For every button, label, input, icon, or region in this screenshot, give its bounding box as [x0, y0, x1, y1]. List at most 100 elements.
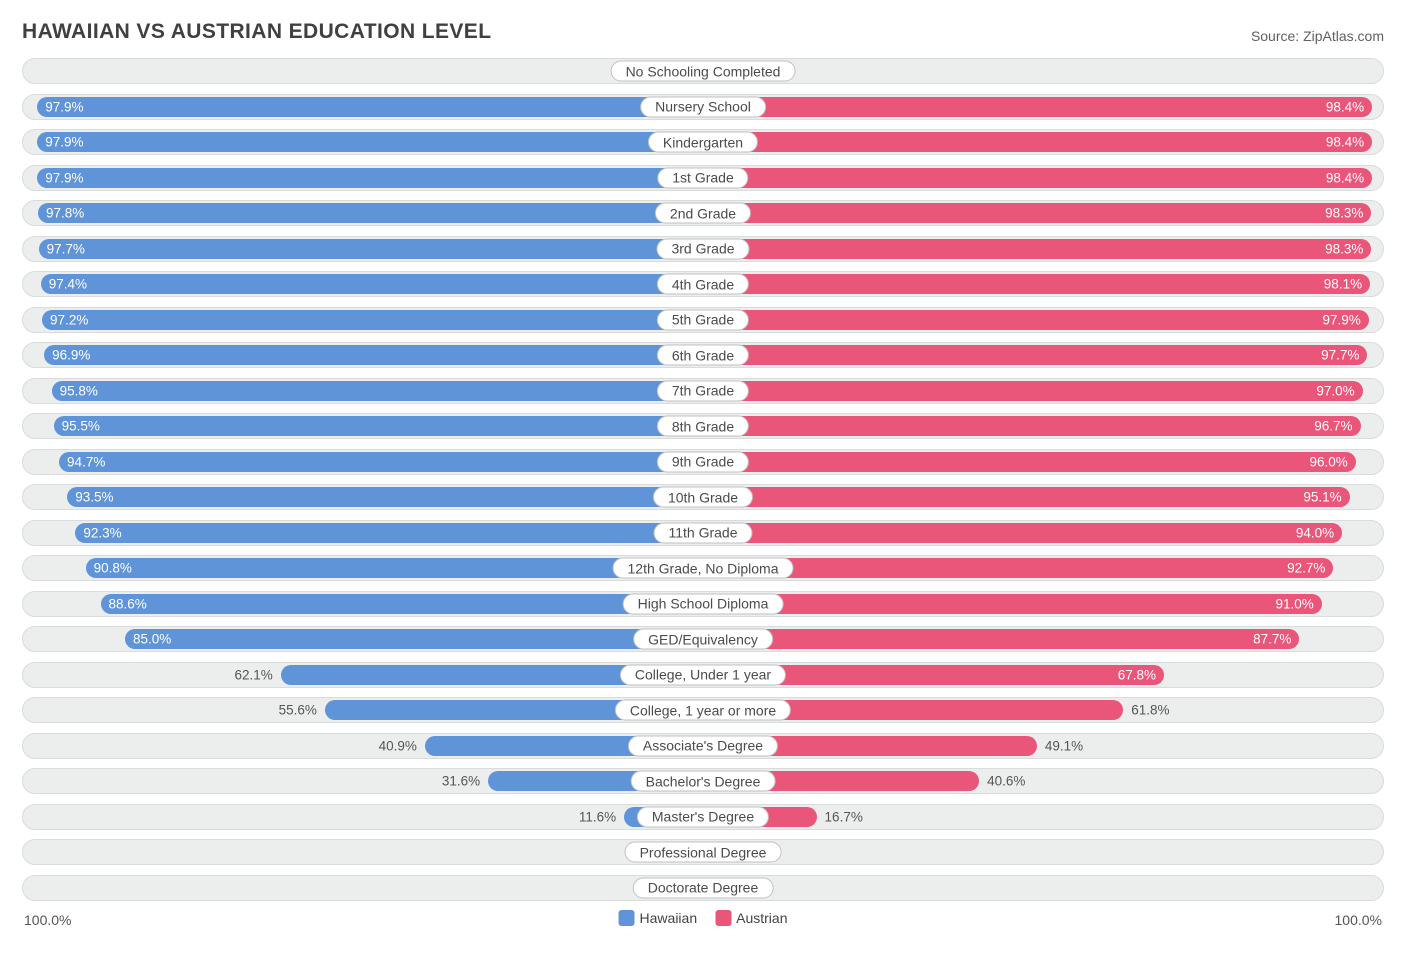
bar-left — [125, 629, 703, 649]
table-row: 55.6%61.8%College, 1 year or more — [22, 697, 1384, 723]
table-row: 97.9% 98.4% Nursery School — [22, 94, 1384, 120]
bar-left — [86, 558, 703, 578]
table-row: 94.7%96.0%9th Grade — [22, 449, 1384, 475]
bar-left — [37, 132, 703, 152]
value-left: 97.2% — [50, 312, 88, 327]
category-badge: 9th Grade — [657, 451, 749, 472]
bar-right — [703, 203, 1371, 223]
axis-label-left: 100.0% — [24, 912, 71, 928]
legend: Hawaiian Austrian — [619, 910, 788, 926]
legend-label-hawaiian: Hawaiian — [640, 910, 698, 926]
bar-left — [101, 594, 703, 614]
value-right: 91.0% — [1276, 596, 1314, 611]
bar-left — [39, 239, 703, 259]
axis-label-right: 100.0% — [1335, 912, 1382, 928]
bar-right — [703, 594, 1322, 614]
category-badge: GED/Equivalency — [633, 629, 773, 650]
value-left: 97.9% — [45, 99, 83, 114]
table-row: 97.9% 98.4% 1st Grade — [22, 165, 1384, 191]
table-row: 40.9% 49.1% Associate's Degree — [22, 733, 1384, 759]
table-row: 93.5%95.1%10th Grade — [22, 484, 1384, 510]
bar-right — [703, 132, 1372, 152]
bar-right — [703, 452, 1356, 472]
footer: 100.0% Hawaiian Austrian 100.0% — [22, 910, 1384, 934]
legend-swatch-austrian — [715, 910, 731, 926]
value-right: 98.1% — [1324, 277, 1362, 292]
chart-container: HAWAIIAN VS AUSTRIAN EDUCATION LEVEL Sou… — [0, 0, 1406, 942]
table-row: 85.0%87.7%GED/Equivalency — [22, 626, 1384, 652]
category-badge: 2nd Grade — [655, 203, 751, 224]
category-badge: Associate's Degree — [628, 735, 778, 756]
value-right: 95.1% — [1303, 490, 1341, 505]
value-left: 97.9% — [45, 135, 83, 150]
value-left: 31.6% — [442, 774, 480, 789]
bar-right — [703, 523, 1342, 543]
rows-host: 2.2%1.6%No Schooling Completed97.9%98.4%… — [22, 58, 1384, 901]
value-right: 97.9% — [1322, 312, 1360, 327]
table-row: 88.6%91.0%High School Diploma — [22, 591, 1384, 617]
legend-item-austrian: Austrian — [715, 910, 787, 926]
table-row: 11.6%16.7%Master's Degree — [22, 804, 1384, 830]
bar-right — [703, 416, 1361, 436]
bar-left — [44, 345, 703, 365]
source-prefix: Source: — [1251, 28, 1303, 44]
value-right: 98.4% — [1326, 99, 1364, 114]
value-left: 97.9% — [45, 170, 83, 185]
value-right: 67.8% — [1118, 667, 1156, 682]
value-left: 97.8% — [46, 206, 84, 221]
bar-left — [37, 168, 703, 188]
category-badge: Professional Degree — [625, 842, 782, 863]
table-row: 31.6%40.6%Bachelor's Degree — [22, 768, 1384, 794]
category-badge: Doctorate Degree — [633, 877, 774, 898]
value-right: 16.7% — [825, 809, 863, 824]
value-left: 97.4% — [49, 277, 87, 292]
bar-left — [54, 416, 703, 436]
category-badge: College, 1 year or more — [615, 700, 791, 721]
bar-right — [703, 168, 1372, 188]
value-right: 98.3% — [1325, 241, 1363, 256]
bar-right — [703, 97, 1372, 117]
value-left: 96.9% — [52, 348, 90, 363]
category-badge: Kindergarten — [648, 132, 758, 153]
value-left: 97.7% — [47, 241, 85, 256]
bar-left — [42, 310, 703, 330]
value-right: 96.7% — [1314, 419, 1352, 434]
value-right: 98.4% — [1326, 135, 1364, 150]
value-right: 49.1% — [1045, 738, 1083, 753]
value-left: 55.6% — [279, 703, 317, 718]
table-row: 1.5%2.1%Doctorate Degree — [22, 875, 1384, 901]
value-left: 95.5% — [62, 419, 100, 434]
table-row: 92.3%94.0%11th Grade — [22, 520, 1384, 546]
value-left: 93.5% — [75, 490, 113, 505]
source-attribution: Source: ZipAtlas.com — [1251, 28, 1384, 44]
value-right: 97.7% — [1321, 348, 1359, 363]
category-badge: 12th Grade, No Diploma — [613, 558, 794, 579]
value-right: 96.0% — [1310, 454, 1348, 469]
table-row: 95.8%97.0%7th Grade — [22, 378, 1384, 404]
chart-title: HAWAIIAN VS AUSTRIAN EDUCATION LEVEL — [22, 20, 491, 44]
value-left: 40.9% — [379, 738, 417, 753]
value-left: 11.6% — [579, 809, 616, 824]
value-right: 94.0% — [1296, 525, 1334, 540]
table-row: 95.5%96.7%8th Grade — [22, 413, 1384, 439]
category-badge: 3rd Grade — [656, 238, 749, 259]
table-row: 97.4%98.1%4th Grade — [22, 271, 1384, 297]
value-right: 98.4% — [1326, 170, 1364, 185]
bar-right — [703, 239, 1371, 259]
bar-right — [703, 629, 1299, 649]
category-badge: 5th Grade — [657, 309, 749, 330]
bar-right — [703, 487, 1350, 507]
bar-left — [41, 274, 703, 294]
value-left: 90.8% — [94, 561, 132, 576]
category-badge: College, Under 1 year — [620, 664, 786, 685]
bar-left — [67, 487, 703, 507]
category-badge: 1st Grade — [657, 167, 748, 188]
bar-left — [59, 452, 703, 472]
category-badge: Nursery School — [640, 96, 766, 117]
value-left: 92.3% — [83, 525, 121, 540]
category-badge: No Schooling Completed — [611, 61, 796, 82]
legend-label-austrian: Austrian — [736, 910, 787, 926]
value-right: 97.0% — [1316, 383, 1354, 398]
value-left: 95.8% — [60, 383, 98, 398]
bar-right — [703, 274, 1370, 294]
